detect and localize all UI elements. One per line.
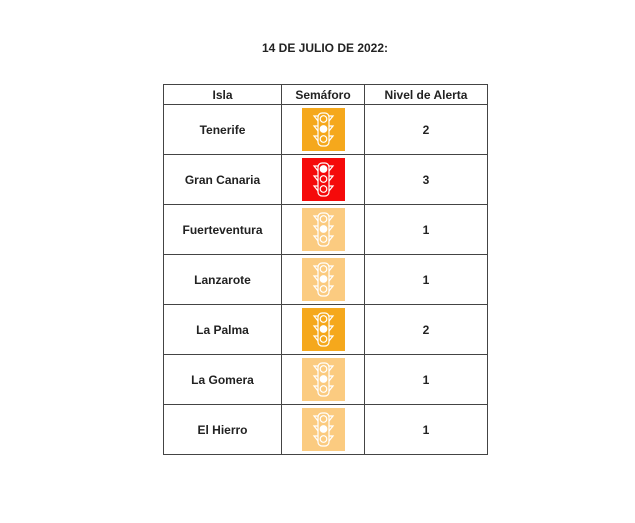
traffic-light-icon [301,408,345,451]
table-row: Fuerteventura 1 [163,204,488,255]
table-row: El Hierro 1 [163,404,488,455]
table-row: Tenerife 2 [163,104,488,155]
page-title: 14 DE JULIO DE 2022: [261,41,389,55]
table-header: Isla Semáforo Nivel de Alerta [163,84,488,105]
cell-nivel: 1 [364,404,488,455]
cell-semaforo [281,304,365,355]
cell-isla: Fuerteventura [163,204,282,255]
cell-isla: Gran Canaria [163,154,282,205]
traffic-light-icon [301,308,345,351]
cell-isla: Tenerife [163,104,282,155]
cell-isla: El Hierro [163,404,282,455]
cell-semaforo [281,154,365,205]
cell-isla: Lanzarote [163,254,282,305]
table-row: Gran Canaria 3 [163,154,488,205]
header-semaforo: Semáforo [281,84,365,105]
cell-semaforo [281,404,365,455]
cell-nivel: 1 [364,204,488,255]
cell-isla: La Gomera [163,354,282,405]
cell-semaforo [281,104,365,155]
alert-table: Isla Semáforo Nivel de Alerta Tenerife 2… [163,84,488,455]
traffic-light-icon [301,358,345,401]
table-row: La Gomera 1 [163,354,488,405]
cell-nivel: 2 [364,304,488,355]
cell-isla: La Palma [163,304,282,355]
cell-nivel: 2 [364,104,488,155]
header-isla: Isla [163,84,282,105]
cell-semaforo [281,204,365,255]
cell-semaforo [281,354,365,405]
cell-semaforo [281,254,365,305]
traffic-light-icon [301,208,345,251]
table-row: La Palma 2 [163,304,488,355]
header-nivel: Nivel de Alerta [364,84,488,105]
traffic-light-icon [301,258,345,301]
table-row: Lanzarote 1 [163,254,488,305]
cell-nivel: 1 [364,254,488,305]
cell-nivel: 1 [364,354,488,405]
cell-nivel: 3 [364,154,488,205]
traffic-light-icon [301,158,345,201]
traffic-light-icon [301,108,345,151]
